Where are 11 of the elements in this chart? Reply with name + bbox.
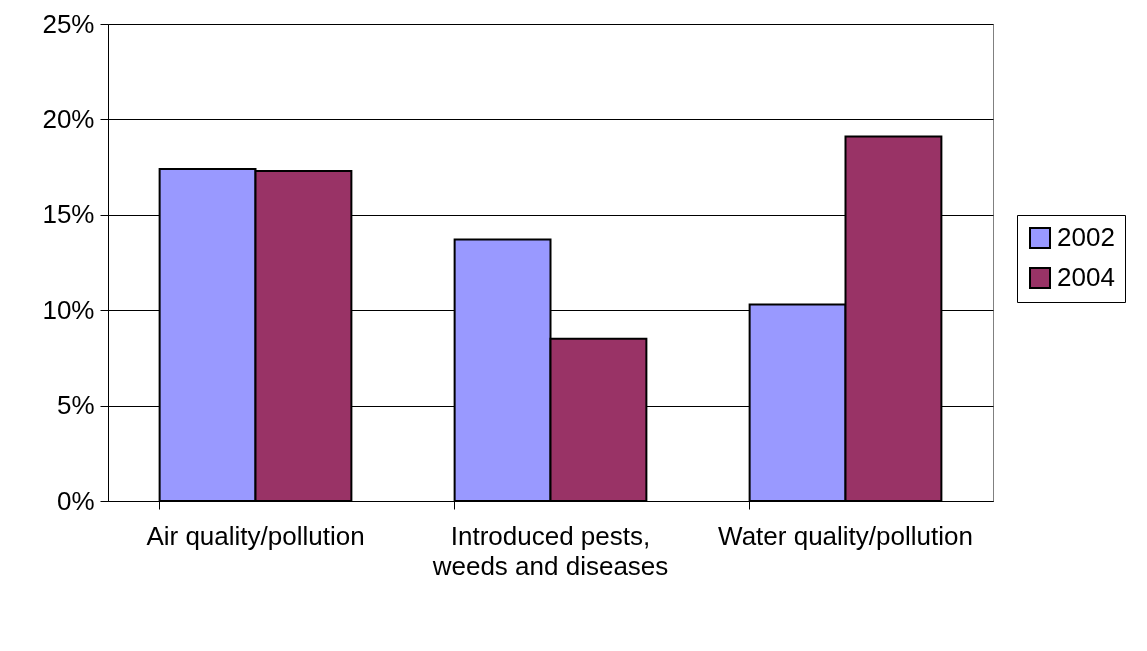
y-tick-label: 25% <box>42 8 95 39</box>
x-tick-label: Water quality/pollution <box>718 520 973 551</box>
y-tick-label: 15% <box>42 199 95 230</box>
y-tick-label: 20% <box>42 103 95 134</box>
x-tick-label: Introduced pests, weeds and diseases <box>431 520 669 581</box>
y-tick-label: 5% <box>56 390 95 421</box>
x-tick-label: Air quality/pollution <box>146 520 365 551</box>
y-tick-label: 10% <box>42 294 95 325</box>
legend-label: 2004 <box>1057 262 1115 292</box>
y-tick-label: 0% <box>56 485 95 516</box>
legend-label: 2002 <box>1057 222 1115 252</box>
